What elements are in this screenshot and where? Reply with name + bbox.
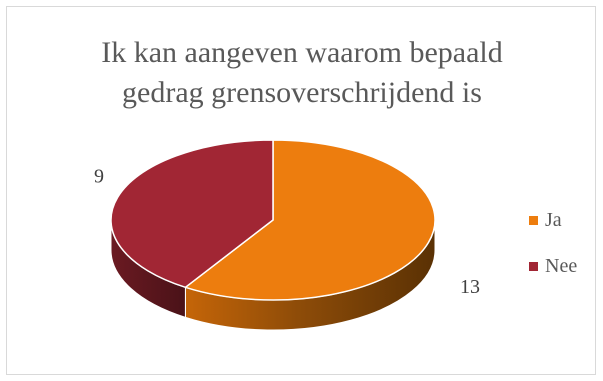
data-label-nee: 9 [94, 166, 104, 188]
legend-item-nee: Nee [529, 256, 577, 276]
pie-plot: 13 9 [94, 139, 480, 331]
legend-swatch-ja [529, 215, 538, 225]
chart-title-line-1: Ik kan aangeven waarom bepaald [101, 36, 503, 69]
data-label-ja: 13 [460, 276, 480, 298]
legend: Ja Nee [529, 210, 577, 302]
pie-slice-ja [184, 139, 436, 301]
legend-label-nee: Nee [545, 255, 578, 277]
chart-title: Ik kan aangeven waarom bepaald gedrag gr… [7, 33, 597, 113]
pie-slice-nee [110, 139, 274, 289]
chart-title-line-2: gedrag grensoverschrijdend is [122, 76, 482, 109]
pie-slices [110, 139, 436, 331]
pie-data-labels: 13 9 [94, 166, 480, 298]
chart-area: Ik kan aangeven waarom bepaald gedrag gr… [6, 6, 596, 375]
legend-label-ja: Ja [545, 209, 562, 231]
legend-swatch-nee [529, 261, 538, 271]
legend-item-ja: Ja [529, 210, 577, 230]
